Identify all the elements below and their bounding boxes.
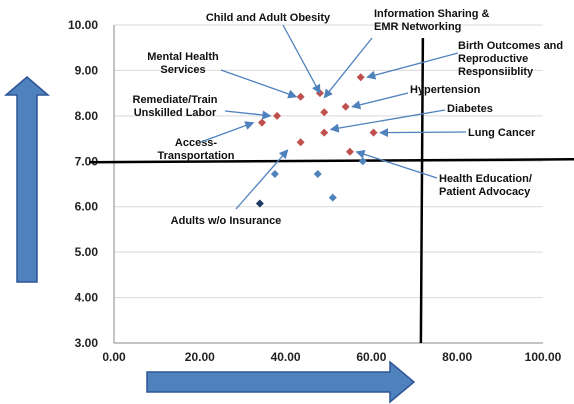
reference-lines	[88, 37, 574, 344]
annotation-arrow	[351, 92, 409, 110]
y-tick-label: 7.00	[75, 154, 99, 168]
annotation: Mental Health Services	[147, 51, 298, 99]
annotation-line: Diabetes	[447, 103, 493, 115]
annotation-line: Birth Outcomes and	[458, 40, 563, 52]
data-point	[345, 147, 354, 156]
annotation-line: Child and Adult Obesity	[206, 12, 331, 24]
annotation: Remediate/Train Unskilled Labor	[133, 94, 272, 120]
y-tick-label: 4.00	[75, 291, 99, 305]
annotation-arrow	[355, 149, 438, 179]
annotation-line: Patient Advocacy	[439, 186, 531, 198]
annotation: Hypertension	[351, 84, 481, 110]
arrow-up-icon	[3, 76, 51, 283]
annotation-label: Hypertension	[410, 84, 481, 96]
annotation-label: Child and Adult Obesity	[206, 12, 331, 24]
data-point	[255, 199, 264, 208]
arrow-right-icon	[146, 360, 416, 404]
x-tick-label: 40.00	[271, 350, 301, 364]
y-tick-label: 6.00	[75, 200, 99, 214]
annotation-arrow	[200, 121, 255, 143]
annotation-line: Remediate/Train	[133, 94, 218, 106]
data-point	[296, 92, 305, 101]
annotation: Information Sharing & EMR Networking	[323, 8, 490, 99]
annotation-arrow	[329, 109, 446, 133]
annotation-label: Health Education/Patient Advocacy	[439, 173, 532, 198]
y-tick-label: 5.00	[75, 245, 99, 259]
annotation: Adults w/o Insurance	[171, 149, 289, 227]
data-point	[296, 138, 305, 147]
annotation: Health Education/Patient Advocacy	[355, 149, 532, 198]
annotation: Lung Cancer	[379, 127, 536, 139]
data-point	[320, 128, 329, 137]
annotation: Access-Transportation	[157, 121, 255, 162]
annotation-line: Responsiiblity	[458, 66, 534, 78]
x-tick-label: 20.00	[185, 350, 215, 364]
x-tick-label: 0.00	[102, 350, 126, 364]
annotation-label: Diabetes	[447, 103, 493, 115]
annotation-line: Reproductive	[458, 53, 528, 65]
annotation-line: Adults w/o Insurance	[171, 215, 282, 227]
annotation-label: Lung Cancer	[468, 127, 536, 139]
data-point	[328, 193, 337, 202]
annotation-label: Remediate/Train Unskilled Labor	[133, 94, 218, 119]
data-point	[320, 108, 329, 117]
annotation-label: Information Sharing & EMR Networking	[374, 8, 490, 33]
data-point	[356, 73, 365, 82]
annotation: Birth Outcomes and Reproductive Responsiib…	[366, 40, 563, 80]
annotation-line: Information Sharing &	[374, 8, 490, 20]
data-point	[369, 128, 378, 137]
data-point	[341, 102, 350, 111]
data-points	[255, 73, 378, 208]
data-point	[358, 157, 367, 166]
annotation-line: EMR Networking	[374, 21, 461, 33]
axes-layer	[113, 25, 543, 344]
annotation-arrow	[323, 37, 373, 99]
x-tick-label: 80.00	[442, 350, 472, 364]
annotations: Child and Adult Obesity Information Shari…	[133, 8, 564, 227]
y-tick-label: 10.00	[68, 18, 98, 32]
x-tick-label: 100.00	[525, 350, 562, 364]
reference-line-vertical	[419, 37, 425, 344]
y-tick-label: 3.00	[75, 336, 99, 350]
reference-line-horizontal	[88, 158, 574, 164]
annotation-arrow	[366, 52, 459, 80]
data-point	[313, 170, 322, 179]
data-point	[258, 118, 267, 127]
annotation-arrow	[282, 24, 321, 94]
annotation-line: Lung Cancer	[468, 127, 536, 139]
annotation-arrow	[235, 149, 289, 210]
annotation: Diabetes	[329, 103, 493, 133]
x-tick-label: 60.00	[356, 350, 386, 364]
annotation-line: Health Education/	[439, 173, 532, 185]
annotation: Child and Adult Obesity	[206, 12, 331, 94]
annotation-line: Transportation	[157, 150, 234, 162]
annotation-label: Access-Transportation	[157, 137, 234, 162]
y-tick-label: 8.00	[75, 109, 99, 123]
tick-labels: 3.00 4.00 5.00 6.00 7.00 8.00 9.00 10.00 0.00 20.…	[68, 18, 562, 364]
annotation-label: Mental Health Services	[147, 51, 219, 76]
annotation-arrow	[220, 69, 298, 99]
annotation-line: Mental Health	[147, 51, 219, 63]
annotation-label: Birth Outcomes and Reproductive Responsiib…	[458, 40, 563, 78]
annotation-label: Adults w/o Insurance	[171, 215, 282, 227]
y-tick-label: 9.00	[75, 63, 99, 77]
annotation-line: Services	[160, 64, 205, 76]
data-point	[273, 111, 282, 120]
annotation-arrow	[379, 128, 467, 138]
annotation-line: Hypertension	[410, 84, 481, 96]
data-point	[270, 170, 279, 179]
annotation-arrow	[224, 110, 272, 120]
annotation-line: Unskilled Labor	[134, 107, 217, 119]
